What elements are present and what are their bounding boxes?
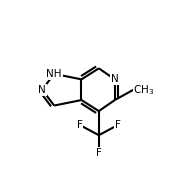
Text: F: F — [77, 120, 82, 130]
Text: N: N — [38, 85, 46, 95]
Text: F: F — [96, 148, 102, 158]
Text: N: N — [111, 74, 119, 84]
Text: CH$_3$: CH$_3$ — [133, 83, 155, 97]
Text: NH: NH — [46, 69, 62, 79]
Text: F: F — [115, 120, 121, 130]
